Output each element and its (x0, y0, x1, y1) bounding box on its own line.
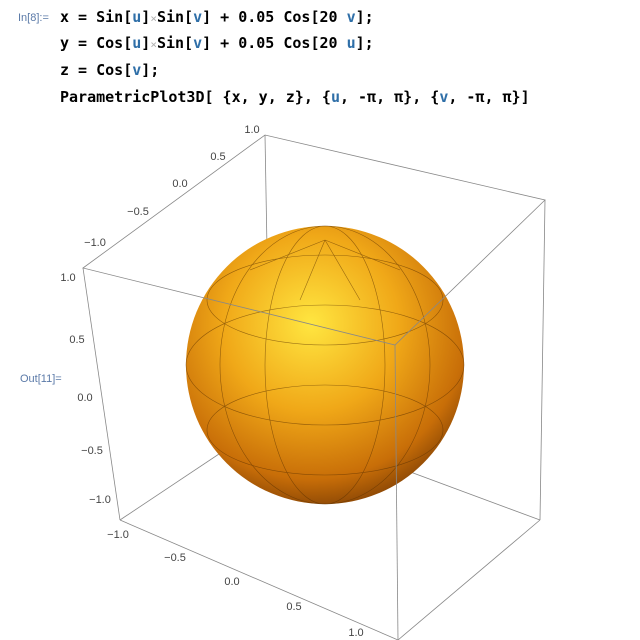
code-line[interactable]: y = Cos[u]×Sin[v] + 0.05 Cos[20 u]; (60, 34, 374, 52)
code-token: v (346, 8, 356, 26)
code-token: , -π, π}, { (339, 88, 440, 106)
code-token: u (346, 34, 356, 52)
code-token: ] (141, 34, 151, 52)
input-label: In[8]:= (18, 12, 49, 24)
mesh (185, 225, 465, 505)
code-token: × (150, 12, 157, 25)
code-token: x = Sin[ (60, 8, 133, 26)
code-token: ]; (355, 8, 374, 26)
axis-tick-label: −0.5 (81, 445, 103, 457)
surface (186, 226, 464, 504)
axis-tick-label: −0.5 (127, 206, 149, 218)
code-token: Sin[ (156, 8, 194, 26)
code-token: v (193, 8, 203, 26)
code-token: ParametricPlot3D[ {x, y, z}, { (60, 88, 331, 106)
code-token: v (193, 34, 203, 52)
code-token: y = Cos[ (60, 34, 133, 52)
axis-tick-label: 0.0 (77, 392, 92, 404)
code-token: u (330, 88, 340, 106)
code-token: ]; (355, 34, 374, 52)
code-token: ] + 0.05 Cos[20 (202, 34, 347, 52)
axis-tick-label: 0.0 (172, 178, 187, 190)
axis-tick-label: −1.0 (89, 494, 111, 506)
axis-tick-label: 0.5 (286, 601, 301, 613)
axis-tick-label: −1.0 (107, 529, 129, 541)
code-token: v (439, 88, 449, 106)
code-line[interactable]: ParametricPlot3D[ {x, y, z}, {u, -π, π},… (60, 88, 530, 106)
code-line[interactable]: z = Cos[v]; (60, 61, 159, 79)
code-token: u (132, 34, 142, 52)
code-token: , -π, π}] (448, 88, 530, 106)
code-token: ]; (141, 61, 160, 79)
axis-tick-label: 0.0 (224, 576, 239, 588)
axis-tick-label: 1.0 (348, 627, 363, 639)
axis-tick-label: 0.5 (69, 334, 84, 346)
axis-tick-label: −1.0 (84, 237, 106, 249)
code-token: Sin[ (156, 34, 194, 52)
axis-tick-label: 1.0 (244, 124, 259, 136)
code-token: ] + 0.05 Cos[20 (202, 8, 347, 26)
code-token: u (132, 8, 142, 26)
code-token: v (132, 61, 142, 79)
box-front (82, 134, 546, 640)
code-token: z = Cos[ (60, 61, 133, 79)
code-line[interactable]: x = Sin[u]×Sin[v] + 0.05 Cos[20 v]; (60, 8, 374, 26)
code-token: ] (141, 8, 151, 26)
code-token: × (150, 38, 157, 51)
output-label: Out[11]= (20, 373, 62, 385)
axis-tick-label: −0.5 (164, 552, 186, 564)
axis-tick-label: 1.0 (60, 272, 75, 284)
axis-tick-label: 0.5 (210, 151, 225, 163)
